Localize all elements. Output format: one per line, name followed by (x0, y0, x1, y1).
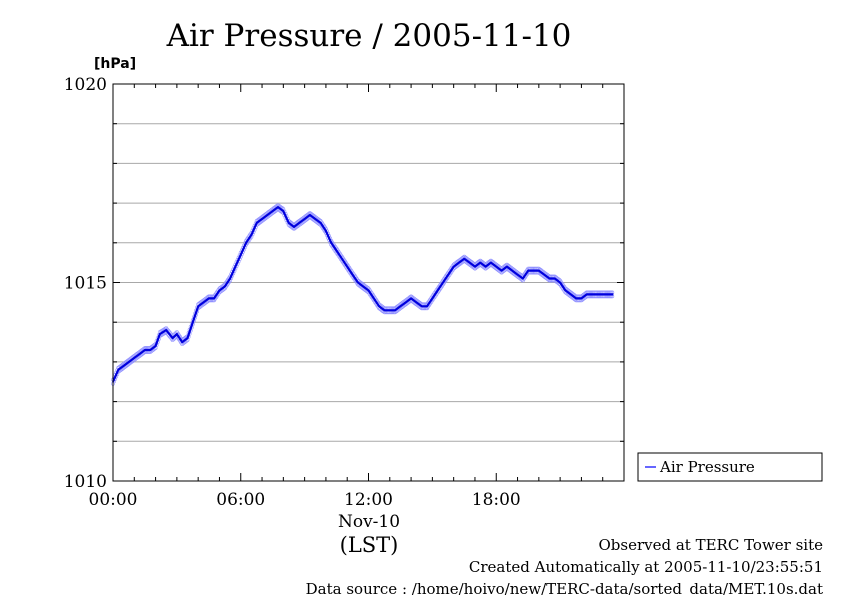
x-axis-ticks: 00:00 06:00 12:00 18:00 (89, 84, 625, 510)
legend: Air Pressure (637, 452, 823, 482)
x-tick-label: 18:00 (472, 490, 521, 510)
y-tick-label: 1015 (64, 274, 107, 294)
y-axis-unit-label: [hPa] (94, 56, 136, 72)
gridlines (113, 123, 624, 442)
x-tick-label: 12:00 (344, 490, 393, 510)
series-air-pressure (111, 203, 615, 386)
footer-data-source: Data source : /home/hoivo/new/TERC-data/… (306, 580, 823, 595)
y-tick-label: 1010 (64, 472, 107, 492)
footer-created-time: Created Automatically at 2005-11-10/23:5… (469, 558, 823, 576)
y-tick-label: 1020 (64, 75, 107, 95)
x-tick-label: 06:00 (216, 490, 265, 510)
x-axis-title: (LST) (340, 533, 399, 557)
legend-entry-air-pressure: Air Pressure (659, 458, 755, 476)
x-tick-label: 00:00 (89, 490, 138, 510)
footer-observed-site: Observed at TERC Tower site (598, 536, 823, 554)
x-axis-date-label: Nov-10 (338, 512, 400, 532)
legend-box (637, 452, 823, 482)
y-axis-ticks: 1010 1015 1020 (64, 75, 624, 492)
chart-title: Air Pressure / 2005-11-10 (166, 18, 572, 54)
series-line (111, 206, 614, 383)
